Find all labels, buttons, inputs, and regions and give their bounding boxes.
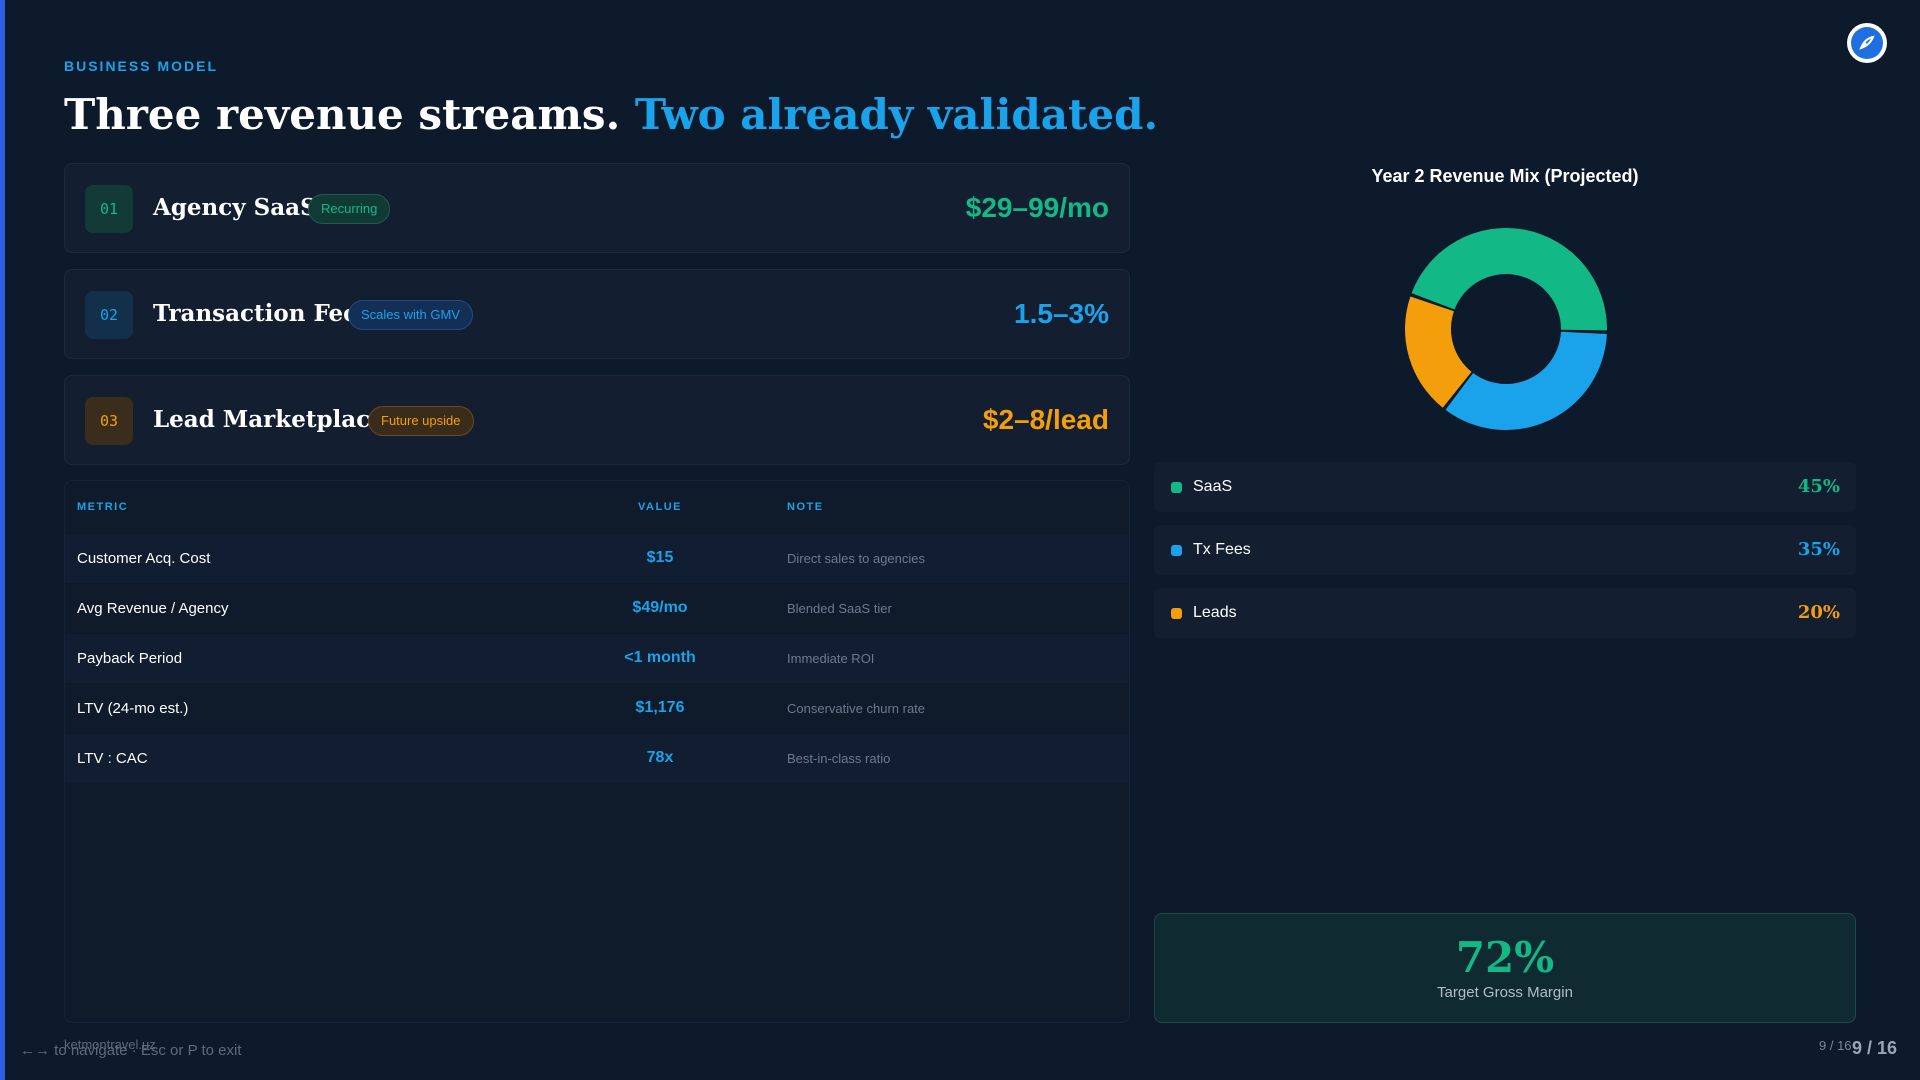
table-row: Avg Revenue / Agency $49/mo Blended SaaS… (65, 582, 1129, 633)
legend-percent: 20% (1797, 602, 1840, 623)
stream-price: $2–8/lead (982, 404, 1109, 435)
stream-tag: Future upside (368, 406, 474, 436)
stream-name: Agency SaaS (153, 194, 317, 221)
stream-card-transaction-fee: 02 Transaction Fee Scales with GMV 1.5–3… (64, 269, 1130, 359)
legend-item-tx-fees: Tx Fees 35% (1154, 525, 1856, 575)
gross-margin-label: Target Gross Margin (1437, 984, 1573, 1001)
footer-url: ketmontravel.uz (64, 1037, 156, 1052)
stream-card-agency-saas: 01 Agency SaaS Recurring $29–99/mo (64, 163, 1130, 253)
metric-cell: LTV : CAC (65, 732, 545, 783)
stream-number: 01 (85, 185, 133, 233)
metric-cell: LTV (24-mo est.) (65, 682, 545, 733)
stream-price: $29–99/mo (965, 192, 1109, 223)
stream-name: Transaction Fee (153, 300, 358, 327)
section-eyebrow: BUSINESS MODEL (64, 58, 219, 74)
legend-item-saas: SaaS 45% (1154, 462, 1856, 512)
chart-title: Year 2 Revenue Mix (Projected) (1371, 166, 1639, 186)
note-cell: Best-in-class ratio (775, 732, 1129, 783)
revenue-mix-donut-chart (1405, 227, 1607, 430)
donut-slice-leads (1405, 296, 1472, 408)
metrics-table: METRIC VALUE NOTE Customer Acq. Cost $15… (64, 480, 1130, 1023)
legend-swatch (1171, 608, 1182, 619)
column-header-value: VALUE (638, 500, 682, 513)
table-row: LTV : CAC 78x Best-in-class ratio (65, 732, 1129, 783)
brand-logo-icon (1847, 23, 1887, 63)
note-cell: Direct sales to agencies (775, 532, 1129, 583)
table-row: LTV (24-mo est.) $1,176 Conservative chu… (65, 682, 1129, 733)
left-accent-bar (0, 0, 5, 1080)
legend-label: Leads (1193, 604, 1237, 621)
legend-percent: 35% (1797, 539, 1840, 560)
donut-slice-tx-fees (1445, 331, 1607, 430)
title-accent: Two already validated. (634, 90, 1159, 139)
legend-percent: 45% (1797, 476, 1840, 497)
page-counter: 9 / 16 (1852, 1038, 1898, 1058)
stream-tag: Scales with GMV (348, 300, 473, 330)
title-main: Three revenue streams. (64, 90, 621, 139)
column-header-metric: METRIC (77, 500, 129, 513)
column-header-note: NOTE (787, 500, 824, 513)
legend-swatch (1171, 545, 1182, 556)
note-cell: Blended SaaS tier (775, 582, 1129, 633)
stream-price: 1.5–3% (1014, 298, 1109, 329)
page-counter-small: 9 / 16 (1819, 1038, 1852, 1053)
metric-cell: Payback Period (65, 632, 545, 683)
legend-swatch (1171, 482, 1182, 493)
legend-item-leads: Leads 20% (1154, 588, 1856, 638)
donut-slice-saas (1411, 227, 1607, 331)
value-cell: <1 month (545, 632, 775, 683)
legend-label: Tx Fees (1193, 541, 1251, 558)
table-row: Customer Acq. Cost $15 Direct sales to a… (65, 532, 1129, 583)
gross-margin-value: 72% (1455, 933, 1555, 982)
stream-number: 03 (85, 397, 133, 445)
metric-cell: Avg Revenue / Agency (65, 582, 545, 633)
stream-card-lead-marketplace: 03 Lead Marketplace Future upside $2–8/l… (64, 375, 1130, 465)
table-row: Payback Period <1 month Immediate ROI (65, 632, 1129, 683)
stream-name: Lead Marketplace (153, 406, 385, 433)
note-cell: Conservative churn rate (775, 682, 1129, 733)
value-cell: $1,176 (545, 682, 775, 733)
stream-tag: Recurring (308, 194, 391, 224)
note-cell: Immediate ROI (775, 632, 1129, 683)
value-cell: $49/mo (545, 582, 775, 633)
navigation-hint: ←→ to navigate · Esc or P to exit (20, 1042, 242, 1059)
metric-cell: Customer Acq. Cost (65, 532, 545, 583)
page-title: Three revenue streams. Two already valid… (64, 90, 1158, 139)
gross-margin-card: 72% Target Gross Margin (1154, 913, 1856, 1023)
legend-label: SaaS (1193, 478, 1233, 495)
stream-number: 02 (85, 291, 133, 339)
value-cell: 78x (545, 732, 775, 783)
value-cell: $15 (545, 532, 775, 583)
